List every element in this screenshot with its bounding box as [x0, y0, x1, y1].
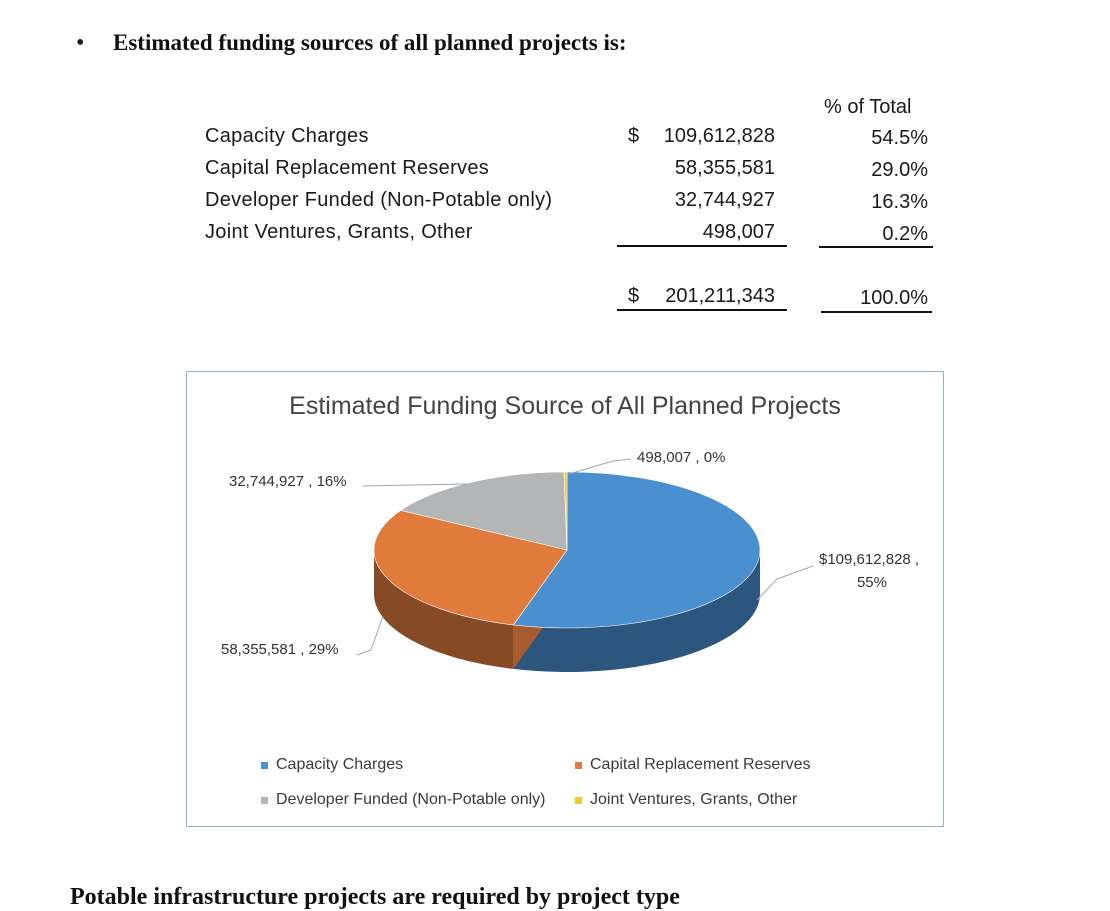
pie-slice-developer-funded: [400, 471, 568, 551]
legend-swatch-capacity-charges: [261, 761, 268, 769]
data-label-capital-replacement: 58,355,581 , 29%: [221, 641, 339, 658]
legend-swatch-developer-funded: [261, 796, 268, 804]
legend-swatch-capital-replacement: [575, 761, 582, 769]
pie-slice-capacity-charges: [512, 471, 761, 629]
row-pct-capacity-charges: 54.5%: [871, 127, 928, 149]
total-rule-amount: [617, 309, 787, 311]
legend-label: Capital Replacement Reserves: [590, 756, 811, 773]
row-amount-developer-funded: 32,744,927: [674, 189, 775, 211]
total-dollar-sign: $: [628, 285, 640, 307]
pie-slice-joint-ventures: [563, 471, 568, 551]
legend-label: Developer Funded (Non-Potable only): [276, 791, 546, 808]
row-label-capital-replacement: Capital Replacement Reserves: [205, 157, 490, 179]
row-amount-capacity-charges: 109,612,828: [663, 125, 775, 147]
row-label-joint-ventures: Joint Ventures, Grants, Other: [205, 221, 473, 243]
legend-item-capital-replacement: Capital Replacement Reserves: [575, 756, 811, 774]
total-rule-pct: [821, 311, 932, 313]
pct-column-header: % of Total: [824, 96, 912, 118]
legend-label: Joint Ventures, Grants, Other: [590, 791, 798, 808]
subtotal-rule-amount: [617, 245, 787, 247]
row-pct-capital-replacement: 29.0%: [871, 159, 928, 181]
leader-line-developer-funded: [362, 483, 468, 487]
leader-line-joint-ventures: [568, 458, 632, 475]
row-label-capacity-charges: Capacity Charges: [205, 125, 369, 147]
total-pct: 100.0%: [860, 287, 928, 309]
row-amount-joint-ventures: 498,007: [702, 221, 775, 243]
heading-bullet: •: [76, 30, 85, 56]
legend-item-capacity-charges: Capacity Charges: [261, 756, 403, 774]
subtotal-rule-pct: [819, 246, 933, 248]
legend-swatch-joint-ventures: [575, 796, 582, 804]
cut-off-next-bullet: Potable infrastructure projects are requ…: [70, 884, 680, 910]
data-label-joint-ventures: 498,007 , 0%: [637, 449, 725, 466]
chart-title: Estimated Funding Source of All Planned …: [289, 392, 841, 420]
data-label-capacity-charges: $109,612,828 ,: [819, 551, 919, 568]
pie-side-capital-replacement: [374, 550, 514, 669]
row-pct-joint-ventures: 0.2%: [882, 223, 928, 245]
row-pct-developer-funded: 16.3%: [871, 191, 928, 213]
data-label-developer-funded: 32,744,927 , 16%: [229, 473, 347, 490]
pie-side-capacity-charges: [513, 550, 760, 672]
leader-line-capacity-charges: [756, 565, 814, 601]
pie-slice-capital-replacement: [373, 510, 568, 626]
legend-item-developer-funded: Developer Funded (Non-Potable only): [261, 791, 545, 809]
row-label-developer-funded: Developer Funded (Non-Potable only): [205, 189, 553, 211]
pie-chart-panel: Estimated Funding Source of All Planned …: [186, 371, 944, 827]
pie-chart-svg: $109,612,828 , 55% 58,355,581 , 29% 32,744,…: [221, 449, 919, 672]
leader-line-capital-replacement: [356, 615, 384, 656]
legend-label: Capacity Charges: [276, 756, 404, 773]
row-dollar-sign: $: [628, 125, 640, 147]
total-amount: 201,211,343: [665, 285, 775, 307]
legend-item-joint-ventures: Joint Ventures, Grants, Other: [575, 791, 797, 809]
row-amount-capital-replacement: 58,355,581: [674, 157, 775, 179]
data-label-pct-capacity-charges: 55%: [857, 574, 887, 591]
section-heading: Estimated funding sources of all planned…: [113, 30, 627, 55]
